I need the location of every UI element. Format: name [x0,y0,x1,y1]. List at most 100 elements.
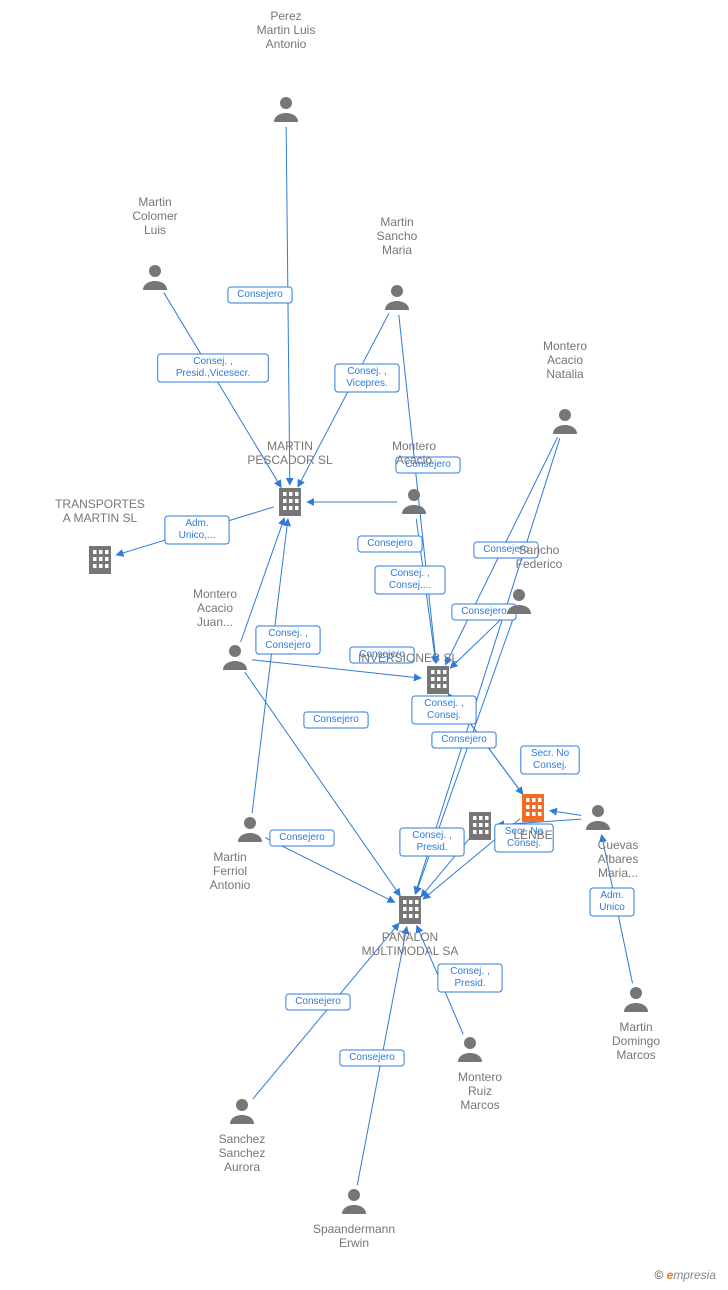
company-node[interactable] [89,546,111,574]
svg-text:LENBE: LENBE [513,828,552,842]
building-icon [399,896,421,924]
svg-text:PAÑALON: PAÑALON [382,930,438,944]
node-label: INVERSIONES SL [358,651,458,665]
company-node[interactable] [279,488,301,516]
node-label: MartinSanchoMaria [377,215,418,257]
svg-text:Maria...: Maria... [598,866,638,880]
edge-label-text: Consej. , [347,366,386,377]
person-node[interactable] [342,1189,366,1214]
node-label: MonteroAcacio [392,439,436,467]
person-node[interactable] [586,805,610,830]
person-icon [385,285,409,310]
edge [550,811,581,816]
edge-label-text: Consej. [427,710,461,721]
person-icon [553,409,577,434]
svg-text:Antonio: Antonio [266,37,307,51]
person-node[interactable] [274,97,298,122]
building-icon [522,794,544,822]
company-node[interactable] [469,812,491,840]
company-node[interactable] [427,666,449,694]
building-icon [427,666,449,694]
svg-text:Maria: Maria [382,243,412,257]
svg-text:PESCADOR SL: PESCADOR SL [247,453,333,467]
edge-label-text: Vicepres. [346,378,388,389]
svg-text:Montero: Montero [193,587,237,601]
person-node[interactable] [230,1099,254,1124]
svg-text:Domingo: Domingo [612,1034,660,1048]
svg-text:Colomer: Colomer [132,209,177,223]
edge-label-text: Consejero [367,538,413,549]
person-node[interactable] [553,409,577,434]
edge-label-text: Consej. [533,760,567,771]
node-label: CuevasAlbaresMaria... [598,838,639,880]
svg-text:Sancho: Sancho [519,543,560,557]
brand-rest: mpresia [673,1268,716,1282]
node-label: TRANSPORTESA MARTIN SL [55,497,145,525]
company-node[interactable] [522,794,544,822]
person-icon [274,97,298,122]
svg-text:Ferriol: Ferriol [213,864,247,878]
svg-text:Federico: Federico [516,557,563,571]
node-label: LENBE [513,828,552,842]
person-node[interactable] [402,489,426,514]
edge-label-text: Consejero [265,640,311,651]
copyright-symbol: © [654,1268,663,1282]
building-icon [469,812,491,840]
edge-label-text: Consej. , [193,356,232,367]
person-icon [458,1037,482,1062]
node-label: MonteroRuizMarcos [458,1070,502,1112]
svg-text:Montero: Montero [543,339,587,353]
edge-label-text: Presid.,Vicesecr. [176,368,250,379]
node-label: MonteroAcacioJuan... [193,587,237,629]
svg-text:Aurora: Aurora [224,1160,260,1174]
person-node[interactable] [143,265,167,290]
person-icon [143,265,167,290]
svg-text:Marcos: Marcos [460,1098,499,1112]
edge [265,838,395,903]
svg-text:MARTIN: MARTIN [267,439,313,453]
edge-label-text: Consej. , [268,628,307,639]
building-icon [279,488,301,516]
edge-label-text: Consej. , [390,568,429,579]
svg-text:Martin: Martin [619,1020,652,1034]
svg-text:MULTIMODAL SA: MULTIMODAL SA [362,944,459,958]
edge-label-text: Unico [599,902,625,913]
edge-label-text: Consejero [349,1052,395,1063]
node-label: SanchoFederico [516,543,563,571]
node-label: SpaandermannErwin [313,1222,395,1250]
svg-text:Cuevas: Cuevas [598,838,639,852]
svg-text:Martin: Martin [213,850,246,864]
person-node[interactable] [458,1037,482,1062]
edge [252,519,288,813]
edge-label-text: Consejero [313,714,359,725]
svg-text:Sanchez: Sanchez [219,1146,266,1160]
svg-text:Luis: Luis [144,223,166,237]
edge-label-text: Adm. [600,890,623,901]
person-node[interactable] [238,817,262,842]
svg-text:Montero: Montero [458,1070,502,1084]
svg-text:Juan...: Juan... [197,615,233,629]
building-icon [89,546,111,574]
person-node[interactable] [385,285,409,310]
edge-label-text: Consej. , [424,698,463,709]
node-label: SanchezSanchezAurora [219,1132,266,1174]
edge-label-text: Secr. No [531,748,570,759]
svg-text:Perez: Perez [270,9,301,23]
svg-text:Martin: Martin [380,215,413,229]
company-node[interactable] [399,896,421,924]
svg-text:INVERSIONES SL: INVERSIONES SL [358,651,458,665]
edge-label-text: Presid. [454,978,485,989]
node-label: MonteroAcacioNatalia [543,339,587,381]
svg-text:Martin: Martin [138,195,171,209]
edge-label-text: Presid. [416,842,447,853]
svg-text:Erwin: Erwin [339,1236,369,1250]
svg-text:Sancho: Sancho [377,229,418,243]
edge-label-text: Consejero [441,734,487,745]
person-icon [230,1099,254,1124]
vinculation-graph: ConsejeroConsej. ,Presid.,Vicesecr.Conse… [0,0,728,1290]
person-icon [342,1189,366,1214]
person-node[interactable] [223,645,247,670]
person-node[interactable] [624,987,648,1012]
edge-label-text: Unico,... [179,530,216,541]
svg-text:Marcos: Marcos [616,1048,655,1062]
